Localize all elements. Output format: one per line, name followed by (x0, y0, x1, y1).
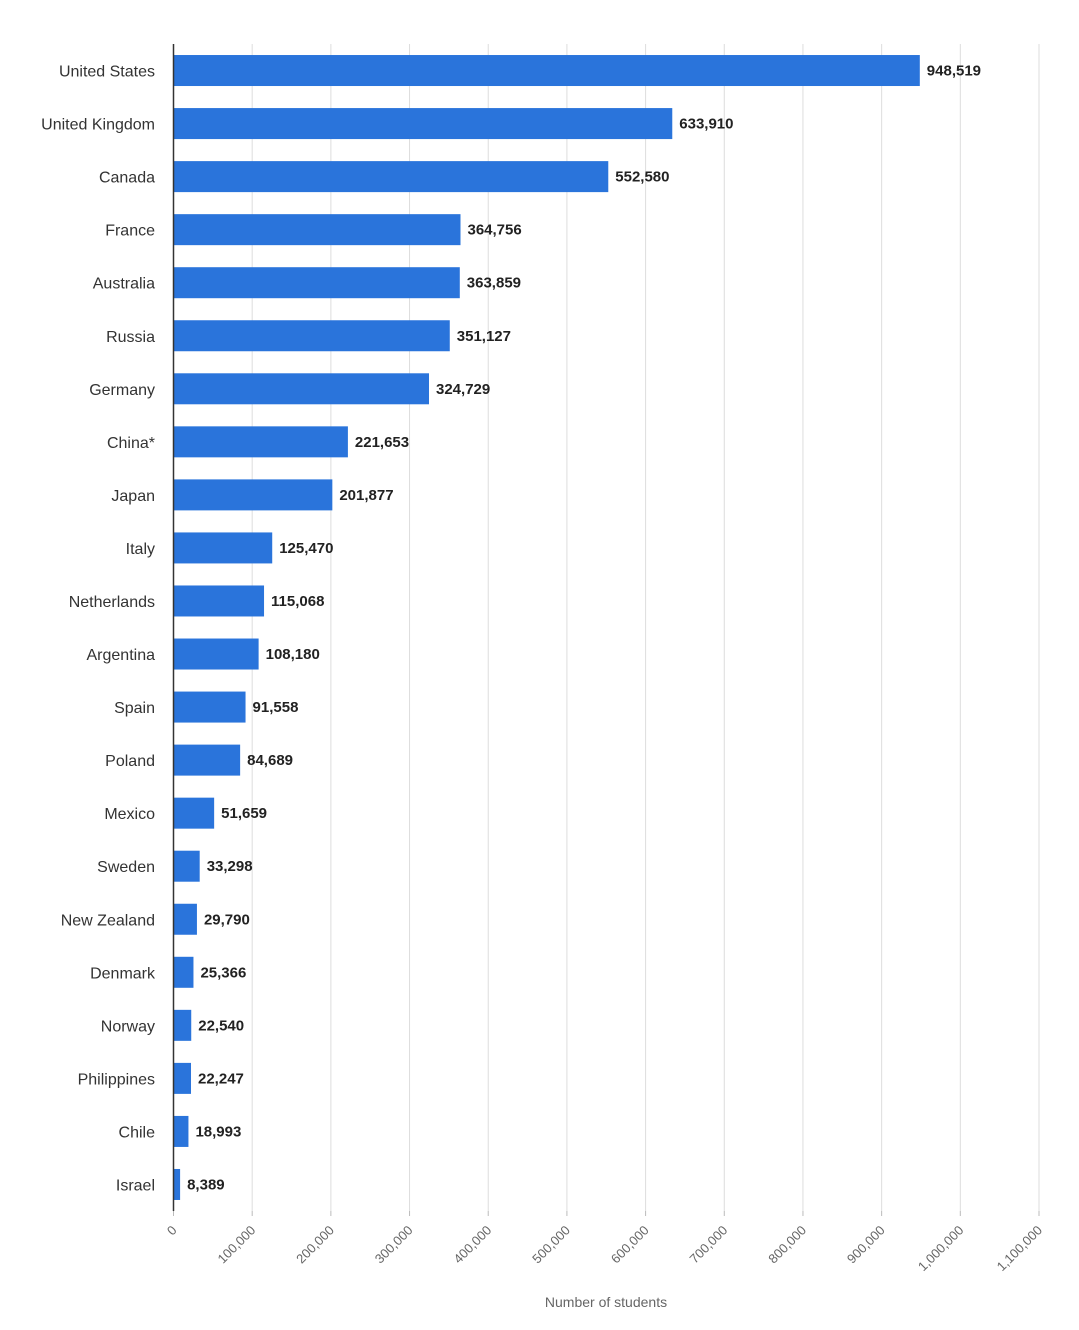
bar (173, 1115, 189, 1147)
bar (173, 1062, 192, 1094)
value-label: 201,877 (339, 487, 393, 504)
x-axis-title: Number of students (545, 1294, 667, 1310)
bar (173, 691, 246, 723)
x-axis-ticks: 0 100,000 200,000 300,000 400,000 500,000 600,… (164, 1211, 1045, 1274)
value-label: 351,127 (457, 328, 511, 345)
bar (173, 320, 450, 352)
value-label: 8,389 (187, 1176, 225, 1193)
value-label: 25,366 (200, 964, 246, 981)
x-tick-label: 800,000 (765, 1223, 809, 1267)
category-label: United Kingdom (41, 117, 155, 134)
value-label: 33,298 (207, 858, 253, 875)
bar (173, 108, 673, 140)
value-label: 29,790 (204, 911, 250, 928)
category-label: Israel (116, 1177, 155, 1194)
bar (173, 532, 273, 564)
bar (173, 744, 241, 776)
value-label: 84,689 (247, 752, 293, 769)
bar (173, 1168, 181, 1200)
category-label: Canada (99, 170, 155, 187)
bar (173, 55, 920, 87)
x-tick-label: 700,000 (687, 1223, 731, 1267)
category-label: Denmark (90, 965, 156, 982)
category-label: Russia (106, 329, 155, 346)
bar (173, 214, 461, 246)
bar (173, 585, 265, 617)
value-label: 552,580 (615, 169, 669, 186)
x-tick-label: 600,000 (608, 1223, 652, 1267)
category-label: New Zealand (61, 912, 155, 929)
value-label: 115,068 (271, 593, 324, 610)
x-tick-label: 0 (164, 1223, 180, 1239)
value-label: 22,540 (198, 1017, 244, 1034)
x-tick-label: 900,000 (844, 1223, 888, 1267)
value-label: 91,558 (253, 699, 299, 716)
bars (173, 55, 920, 1200)
x-tick-label: 500,000 (529, 1223, 573, 1267)
bar (173, 161, 609, 193)
category-label: Norway (101, 1018, 155, 1035)
x-tick-label: 1,000,000 (915, 1223, 967, 1275)
bar (173, 903, 197, 935)
category-label: Chile (119, 1124, 156, 1141)
value-label: 108,180 (266, 646, 320, 663)
category-label: Sweden (97, 859, 155, 876)
value-label: 363,859 (467, 275, 521, 292)
bar (173, 426, 348, 458)
bar (173, 797, 215, 829)
bar (173, 1009, 192, 1041)
bar (173, 956, 194, 988)
value-label: 22,247 (198, 1070, 244, 1087)
category-label: Mexico (104, 806, 155, 823)
bar (173, 479, 333, 511)
value-labels: 948,519 633,910 552,580 364,756 363,859 351,1… (187, 63, 981, 1194)
category-label: Argentina (87, 647, 156, 664)
value-label: 51,659 (221, 805, 267, 822)
value-label: 633,910 (679, 116, 733, 133)
x-tick-label: 200,000 (293, 1223, 337, 1267)
value-label: 125,470 (279, 540, 333, 557)
x-tick-label: 400,000 (451, 1223, 495, 1267)
x-tick-label: 100,000 (214, 1223, 258, 1267)
bar (173, 850, 200, 882)
bar (173, 638, 259, 670)
category-label: Australia (93, 276, 155, 293)
bar (173, 267, 460, 299)
category-label: United States (59, 64, 155, 81)
value-label: 948,519 (927, 63, 981, 80)
category-label: China* (107, 435, 155, 452)
x-tick-label: 1,100,000 (994, 1223, 1046, 1275)
category-labels: United States United Kingdom Canada France A… (41, 64, 156, 1195)
category-label: Philippines (78, 1071, 155, 1088)
category-label: Poland (105, 753, 155, 770)
category-label: Germany (89, 382, 155, 399)
category-label: France (105, 223, 155, 240)
value-label: 324,729 (436, 381, 490, 398)
category-label: Japan (111, 488, 155, 505)
value-label: 18,993 (195, 1123, 241, 1140)
value-label: 364,756 (467, 222, 521, 239)
value-label: 221,653 (355, 434, 409, 451)
bar (173, 373, 430, 405)
category-label: Netherlands (69, 594, 155, 611)
category-label: Spain (114, 700, 155, 717)
x-tick-label: 300,000 (372, 1223, 416, 1267)
category-label: Italy (126, 541, 155, 558)
